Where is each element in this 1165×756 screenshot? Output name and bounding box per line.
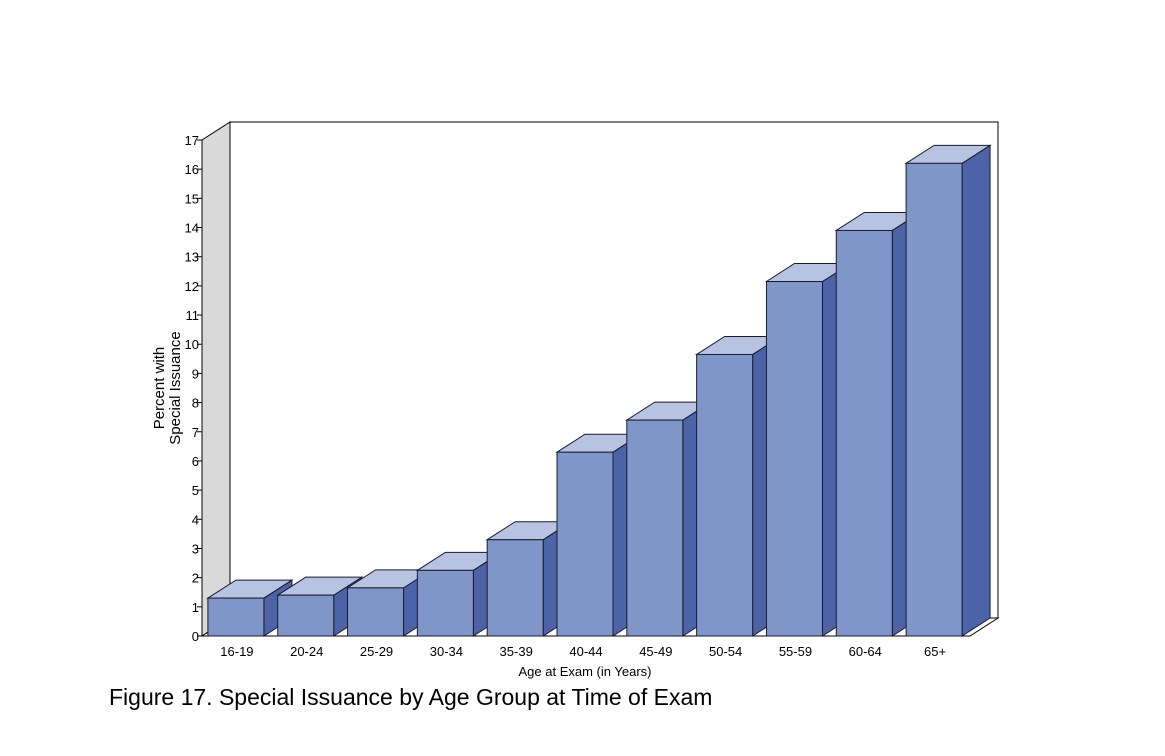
- x-tick-label: 30-34: [430, 644, 463, 659]
- side-wall: [201, 121, 231, 637]
- y-axis-label-line-2: Special Issuance: [167, 331, 184, 445]
- y-tick-label: 0: [192, 629, 199, 644]
- bar-side: [961, 144, 991, 637]
- bar-front: [765, 281, 823, 637]
- y-tick-label: 8: [192, 396, 199, 411]
- bar-front: [556, 451, 614, 637]
- y-tick-label: 3: [192, 541, 199, 556]
- x-tick-label: 50-54: [709, 644, 742, 659]
- y-tick-label: 6: [192, 454, 199, 469]
- bar-front: [626, 419, 684, 637]
- x-tick-label: 16-19: [220, 644, 253, 659]
- y-tick-label: 13: [185, 250, 199, 265]
- y-tick-label: 1: [192, 600, 199, 615]
- x-tick-label: 45-49: [639, 644, 672, 659]
- bar-front: [277, 594, 335, 637]
- y-tick-label: 12: [185, 279, 199, 294]
- y-tick-label: 9: [192, 366, 199, 381]
- x-tick-label: 20-24: [290, 644, 323, 659]
- x-tick-label: 35-39: [500, 644, 533, 659]
- y-tick-label: 5: [192, 483, 199, 498]
- x-tick-label: 60-64: [849, 644, 882, 659]
- y-tick-label: 7: [192, 425, 199, 440]
- bar-front: [696, 353, 754, 637]
- y-tick-label: 14: [185, 221, 199, 236]
- x-axis: 16-19 20-24 25-29 30-34 35-39 40-44 45-49 50-54…: [220, 644, 946, 659]
- y-tick-label: 17: [185, 133, 199, 148]
- bar-front: [347, 587, 405, 637]
- x-tick-label: 40-44: [569, 644, 602, 659]
- x-tick-label: 65+: [924, 644, 946, 659]
- bar-front: [416, 569, 474, 637]
- y-tick-label: 2: [192, 571, 199, 586]
- bar-front: [835, 229, 893, 637]
- y-tick-label: 10: [185, 337, 199, 352]
- x-tick-label: 25-29: [360, 644, 393, 659]
- bar-front: [905, 162, 963, 637]
- y-tick-label: 11: [186, 308, 200, 323]
- x-axis-label: Age at Exam (in Years): [518, 664, 652, 679]
- bar: [904, 144, 992, 637]
- y-tick-label: 4: [192, 512, 199, 527]
- figure-caption: Figure 17. Special Issuance by Age Group…: [109, 684, 713, 710]
- y-axis-label: Percent with Special Issuance: [151, 331, 184, 445]
- x-tick-label: 55-59: [779, 644, 812, 659]
- bars: [206, 144, 992, 637]
- bar-front: [486, 539, 544, 637]
- y-tick-label: 15: [185, 191, 199, 206]
- y-tick-label: 16: [185, 162, 199, 177]
- y-axis-label-line-1: Percent with: [151, 346, 168, 430]
- bar-front: [207, 597, 265, 637]
